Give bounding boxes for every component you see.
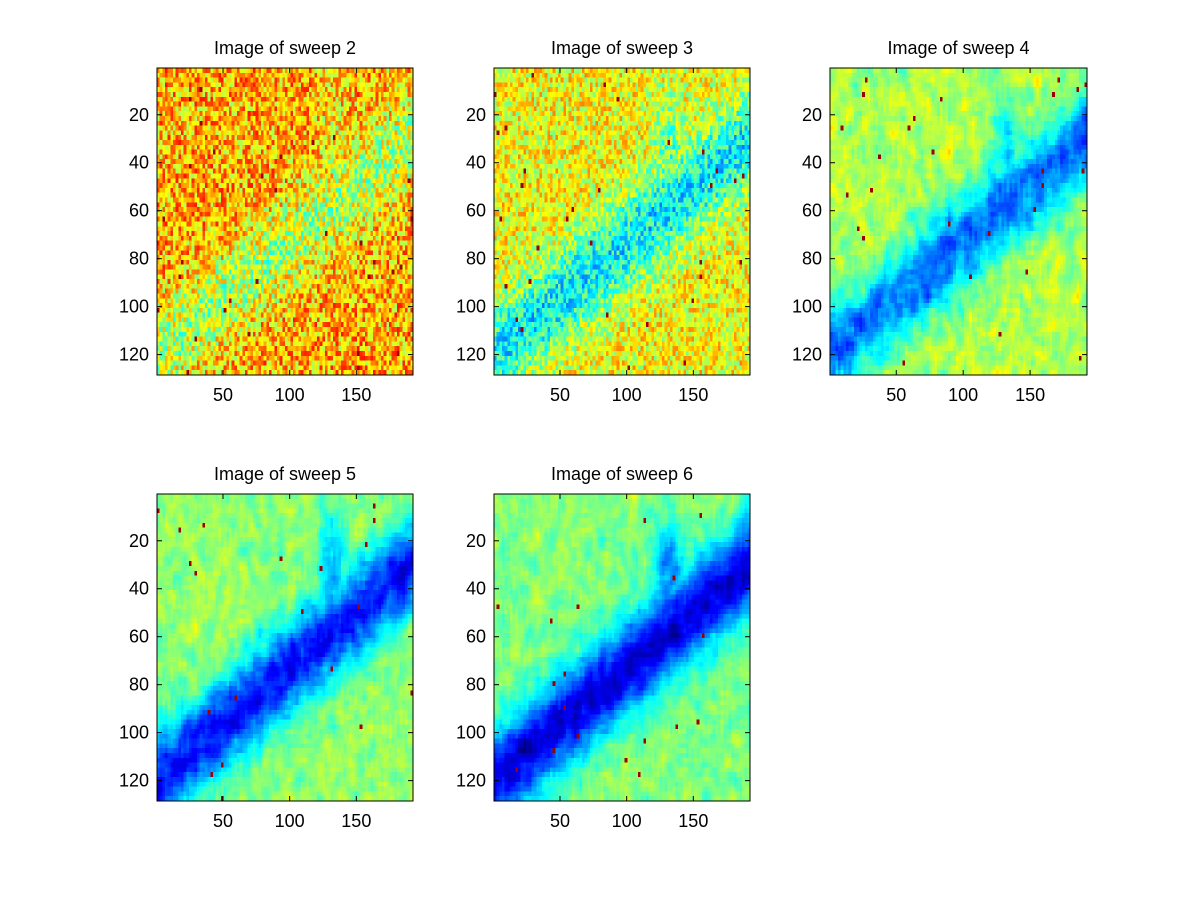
subplot-title: Image of sweep 2 xyxy=(214,38,356,58)
y-tick-label: 40 xyxy=(466,579,486,599)
y-tick-label: 20 xyxy=(466,105,486,125)
subplot-5: Image of sweep 6 50 100 150 20 40 60 80 100 120 xyxy=(456,464,751,831)
heatmap-image xyxy=(157,494,413,801)
y-tick-label: 80 xyxy=(802,249,822,269)
y-tick-label: 60 xyxy=(466,201,486,221)
subplot-4: Image of sweep 5 50 100 150 20 40 60 80 100 120 xyxy=(119,464,414,831)
y-tick-label: 40 xyxy=(129,579,149,599)
subplot-3: Image of sweep 4 50 100 150 20 40 60 80 100 120 xyxy=(792,38,1088,405)
y-tick-label: 60 xyxy=(129,627,149,647)
heatmap-image xyxy=(494,494,750,801)
axes-box xyxy=(156,493,414,802)
subplot-title: Image of sweep 5 xyxy=(214,464,356,484)
y-tick-label: 80 xyxy=(129,249,149,269)
subplot-title: Image of sweep 6 xyxy=(551,464,693,484)
heatmap-image xyxy=(157,68,413,375)
y-tick-label: 20 xyxy=(129,531,149,551)
axes-box xyxy=(829,67,1088,376)
x-tick-label: 50 xyxy=(886,385,906,405)
y-tick-label: 80 xyxy=(466,675,486,695)
x-tick-label: 100 xyxy=(948,385,978,405)
y-tick-label: 100 xyxy=(792,297,822,317)
y-tick-label: 120 xyxy=(792,345,822,365)
y-tick-label: 60 xyxy=(129,201,149,221)
subplot-title: Image of sweep 3 xyxy=(551,38,693,58)
y-tick-label: 100 xyxy=(456,297,486,317)
x-tick-label: 150 xyxy=(341,385,371,405)
x-tick-label: 150 xyxy=(678,385,708,405)
y-tick-label: 120 xyxy=(456,771,486,791)
y-tick-label: 40 xyxy=(466,153,486,173)
x-tick-label: 50 xyxy=(550,385,570,405)
axes-box xyxy=(493,493,751,802)
subplot-title: Image of sweep 4 xyxy=(887,38,1029,58)
y-tick-label: 120 xyxy=(456,345,486,365)
subplot-2: Image of sweep 3 50 100 150 20 40 60 80 100 120 xyxy=(456,38,751,405)
x-tick-label: 150 xyxy=(341,811,371,831)
y-tick-label: 100 xyxy=(119,723,149,743)
x-tick-label: 150 xyxy=(1015,385,1045,405)
x-tick-label: 100 xyxy=(612,811,642,831)
axes-box xyxy=(493,67,751,376)
y-tick-label: 40 xyxy=(129,153,149,173)
x-tick-label: 150 xyxy=(678,811,708,831)
axes-box xyxy=(156,67,414,376)
y-tick-label: 20 xyxy=(466,531,486,551)
y-tick-label: 100 xyxy=(119,297,149,317)
x-tick-label: 50 xyxy=(550,811,570,831)
y-tick-label: 20 xyxy=(802,105,822,125)
y-tick-label: 80 xyxy=(466,249,486,269)
y-tick-label: 20 xyxy=(129,105,149,125)
y-tick-label: 120 xyxy=(119,345,149,365)
y-tick-label: 120 xyxy=(119,771,149,791)
x-tick-label: 100 xyxy=(275,811,305,831)
subplot-1: Image of sweep 2 50 100 150 20 40 60 80 100 120 xyxy=(119,38,414,405)
x-tick-label: 100 xyxy=(275,385,305,405)
y-tick-label: 60 xyxy=(466,627,486,647)
x-tick-label: 50 xyxy=(213,811,233,831)
y-tick-label: 60 xyxy=(802,201,822,221)
x-tick-label: 100 xyxy=(612,385,642,405)
heatmap-image xyxy=(494,68,750,375)
y-tick-label: 100 xyxy=(456,723,486,743)
y-tick-label: 40 xyxy=(802,153,822,173)
heatmap-image xyxy=(830,68,1087,375)
x-tick-label: 50 xyxy=(213,385,233,405)
y-tick-label: 80 xyxy=(129,675,149,695)
